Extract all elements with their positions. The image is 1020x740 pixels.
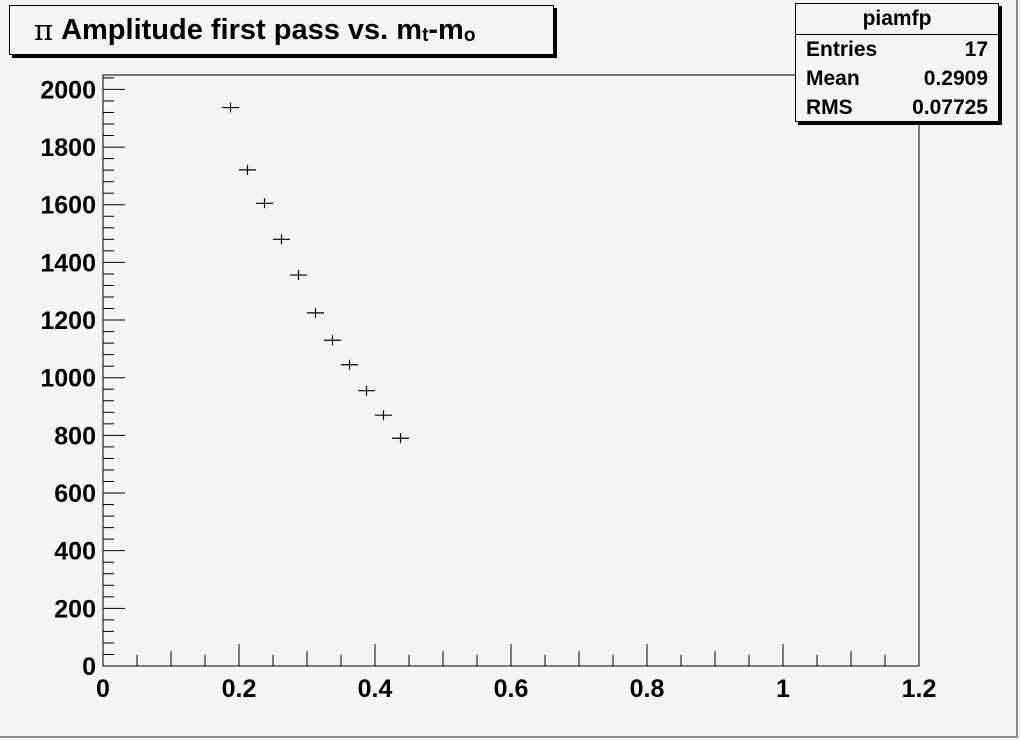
y-tick-label: 1200	[40, 307, 96, 335]
stats-label: Mean	[806, 67, 860, 90]
y-tick-label: 2000	[40, 76, 96, 104]
y-tick-label: 0	[82, 653, 96, 681]
x-axis: 0 0.2 0.4 0.6 0.8 1 1.2	[96, 644, 936, 703]
data-point	[256, 198, 273, 209]
y-tick-label: 400	[54, 538, 96, 566]
stats-label: Entries	[806, 38, 878, 61]
data-point	[358, 385, 375, 396]
y-tick-label: 200	[54, 595, 96, 623]
stats-value: 17	[964, 38, 988, 61]
y-tick-label: 1600	[40, 192, 96, 220]
y-tick-label: 1000	[40, 365, 96, 393]
data-point	[341, 359, 358, 370]
y-axis: 0 200 400 600 800 1000 1200 1400 1600 1800 2000	[40, 76, 125, 681]
data-point	[273, 234, 290, 245]
title-mid: -m	[428, 13, 464, 46]
stats-box: piamfp Entries 17 Mean 0.2909 RMS 0.0772…	[795, 3, 999, 122]
stats-row-mean: Mean 0.2909	[796, 64, 998, 93]
stats-row-entries: Entries 17	[796, 35, 998, 64]
plot-frame	[102, 74, 920, 667]
stats-row-rms: RMS 0.07725	[796, 93, 998, 122]
stats-value: 0.2909	[923, 67, 988, 90]
data-point	[375, 410, 392, 421]
stats-label: RMS	[806, 96, 853, 119]
title-text: Amplitude first pass vs. m	[61, 13, 423, 46]
data-markers	[222, 102, 409, 444]
chart-title: π Amplitude first pass vs. m t -m o	[9, 5, 554, 55]
x-tick-label: 0.6	[494, 675, 529, 703]
x-tick-label: 1.2	[902, 675, 937, 703]
data-point	[239, 164, 256, 175]
stats-name: piamfp	[796, 4, 998, 35]
data-point	[324, 335, 341, 346]
data-point	[222, 102, 239, 113]
title-subscript-o: o	[463, 25, 476, 46]
title-subscript-t: t	[422, 25, 429, 46]
data-point	[290, 270, 307, 281]
y-tick-label: 1800	[40, 134, 96, 162]
x-tick-label: 1	[776, 675, 790, 703]
x-tick-label: 0.8	[630, 675, 665, 703]
y-tick-label: 600	[54, 480, 96, 508]
stats-value: 0.07725	[912, 96, 988, 119]
x-tick-label: 0.4	[358, 675, 393, 703]
title-symbol: π	[34, 13, 54, 47]
y-tick-label: 800	[54, 422, 96, 450]
y-tick-label: 1400	[40, 249, 96, 277]
x-tick-label: 0	[96, 675, 110, 703]
x-tick-label: 0.2	[222, 675, 257, 703]
data-point	[392, 433, 409, 444]
data-point	[307, 307, 324, 318]
